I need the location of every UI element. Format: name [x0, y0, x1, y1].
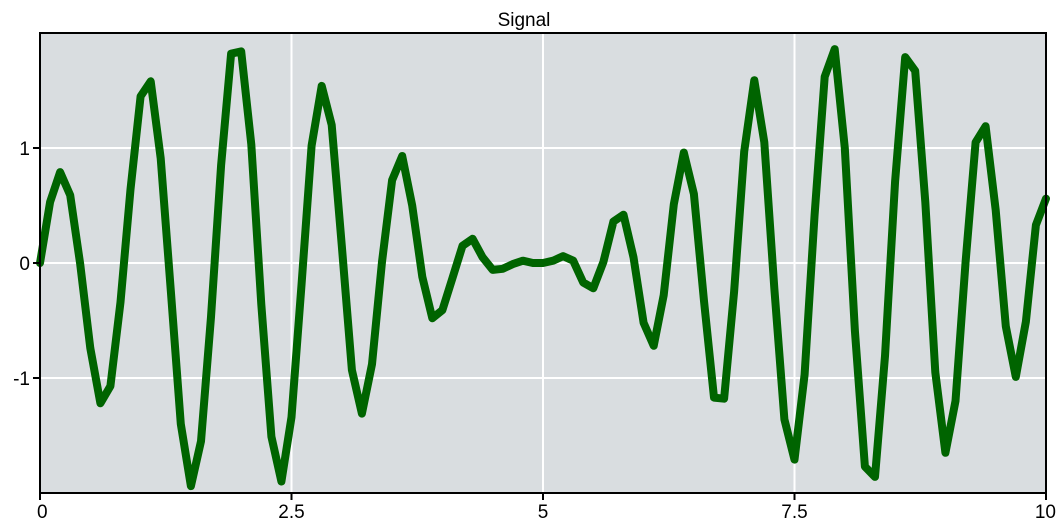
y-tick-label: 0 — [19, 254, 30, 275]
x-tick-label: 7.5 — [781, 502, 807, 523]
y-tick-label: 1 — [19, 139, 30, 160]
x-tick-label: 0 — [37, 502, 48, 523]
x-tick-label: 10 — [1035, 502, 1056, 523]
x-tick-label: 5 — [538, 502, 549, 523]
signal-line — [36, 45, 1050, 491]
y-tick-label: -1 — [13, 369, 30, 390]
x-tick-label: 2.5 — [278, 502, 304, 523]
chart-title: Signal — [498, 10, 551, 31]
